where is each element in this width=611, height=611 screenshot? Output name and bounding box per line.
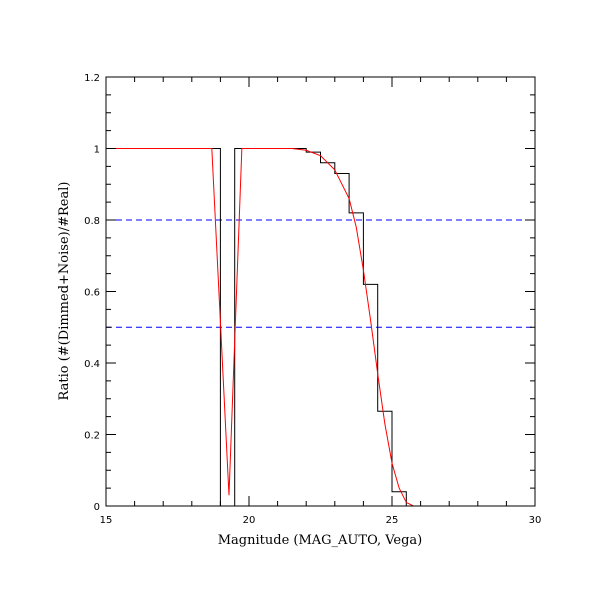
y-tick-label: 0.6 — [84, 288, 100, 299]
reference-lines — [106, 219, 535, 328]
series-layer — [106, 148, 535, 507]
y-tick-label: 0.4 — [84, 359, 100, 370]
x-axis-title: Magnitude (MAG_AUTO, Vega) — [218, 533, 423, 548]
y-tick-label: 0.2 — [84, 431, 100, 442]
plot-frame — [105, 76, 536, 507]
x-tick-label: 25 — [386, 515, 399, 526]
y-axis-title: Ratio (#(Dimmed+Noise)/#Real) — [57, 182, 72, 401]
x-tick-label: 20 — [243, 515, 256, 526]
y-tick-label: 0.8 — [84, 216, 100, 227]
tick-labels: 15 20 25 30 0 0.2 0.4 0.6 0.8 1 1.2 — [84, 73, 541, 526]
axes-layer — [105, 76, 536, 507]
x-tick-label: 15 — [100, 515, 113, 526]
fit-series-line — [106, 148, 535, 507]
histogram-series-line — [106, 148, 535, 507]
y-tick-label: 1 — [94, 145, 100, 156]
y-tick-label: 1.2 — [84, 73, 100, 84]
y-tick-label: 0 — [94, 502, 100, 513]
x-tick-label: 30 — [529, 515, 542, 526]
